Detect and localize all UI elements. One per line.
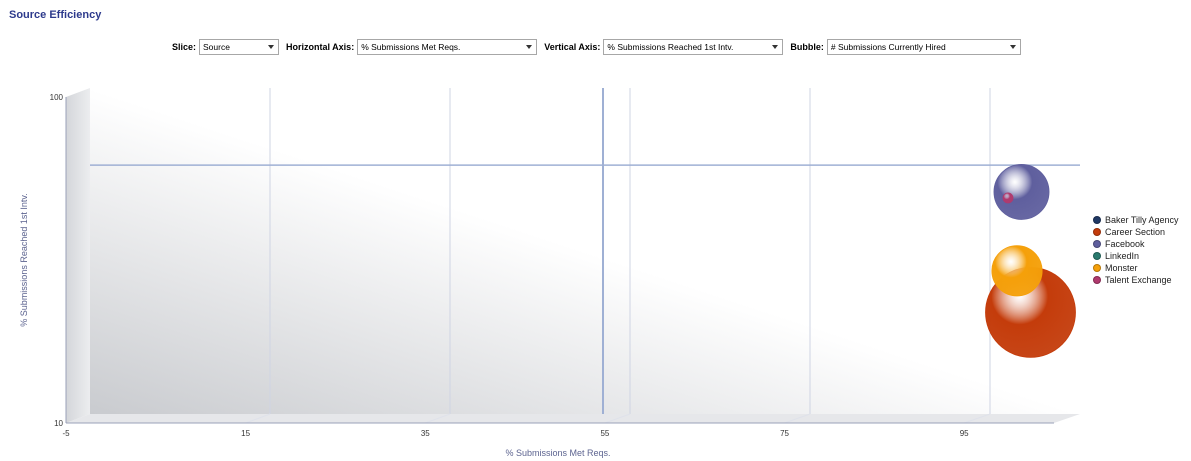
legend-swatch xyxy=(1093,264,1101,272)
y-tick-label: 100 xyxy=(50,93,64,102)
chevron-down-icon xyxy=(268,45,275,49)
legend-label: Career Section xyxy=(1105,227,1166,237)
legend-swatch xyxy=(1093,252,1101,260)
legend-label: Facebook xyxy=(1105,239,1145,249)
x-floor-grid-line xyxy=(604,413,631,424)
legend-swatch xyxy=(1093,240,1101,248)
chevron-down-icon xyxy=(526,45,533,49)
x-floor-grid-line xyxy=(245,413,271,424)
vertical-axis-select[interactable]: % Submissions Reached 1st Intv. xyxy=(603,39,784,55)
y-tick-label: 10 xyxy=(54,419,63,428)
chart-controls: Slice: Source Horizontal Axis: % Submiss… xyxy=(172,38,1028,56)
legend-swatch xyxy=(1093,276,1101,284)
bubble-facebook xyxy=(993,163,1050,220)
bubble-talent-exchange xyxy=(1002,192,1014,204)
x-axis-label: % Submissions Met Reqs. xyxy=(505,448,610,458)
x-tick-label: 95 xyxy=(960,429,969,438)
slice-label: Slice: xyxy=(172,42,197,52)
legend-item[interactable]: Baker Tilly Agency xyxy=(1093,214,1179,226)
horizontal-axis-select[interactable]: % Submissions Met Reqs. xyxy=(357,39,538,55)
bubble-monster xyxy=(991,245,1043,297)
slice-select-value: Source xyxy=(203,42,230,52)
legend-swatch xyxy=(1093,216,1101,224)
y-axis-label: % Submissions Reached 1st Intv. xyxy=(19,193,29,326)
legend-item[interactable]: Talent Exchange xyxy=(1093,274,1179,286)
plot-floor xyxy=(66,414,1080,423)
x-tick-label: 55 xyxy=(600,429,609,438)
x-tick-label: 35 xyxy=(421,429,430,438)
legend-item[interactable]: Career Section xyxy=(1093,226,1179,238)
chevron-down-icon xyxy=(772,45,779,49)
legend: Baker Tilly Agency Career Section Facebook… xyxy=(1093,214,1179,286)
x-tick-label: -5 xyxy=(62,429,70,438)
x-tick-label: 15 xyxy=(241,429,250,438)
legend-item[interactable]: LinkedIn xyxy=(1093,250,1179,262)
plot-side-wall xyxy=(66,88,90,423)
x-floor-grid-line xyxy=(425,413,451,424)
horizontal-axis-select-value: % Submissions Met Reqs. xyxy=(361,42,461,52)
horizontal-axis-label: Horizontal Axis: xyxy=(286,42,355,52)
vertical-axis-select-value: % Submissions Reached 1st Intv. xyxy=(607,42,734,52)
legend-swatch xyxy=(1093,228,1101,236)
x-floor-grid-line xyxy=(964,413,991,424)
legend-label: Talent Exchange xyxy=(1105,275,1172,285)
vertical-axis-label: Vertical Axis: xyxy=(544,42,601,52)
plot-back-wall xyxy=(90,88,1080,414)
bubble-select[interactable]: # Submissions Currently Hired xyxy=(826,39,1021,55)
legend-label: Baker Tilly Agency xyxy=(1105,215,1179,225)
chevron-down-icon xyxy=(1009,45,1016,49)
bubble-select-value: # Submissions Currently Hired xyxy=(830,42,946,52)
legend-item[interactable]: Facebook xyxy=(1093,238,1179,250)
slice-select[interactable]: Source xyxy=(199,39,280,55)
x-tick-label: 75 xyxy=(780,429,789,438)
bubble-label: Bubble: xyxy=(790,42,824,52)
legend-label: LinkedIn xyxy=(1105,251,1140,261)
legend-label: Monster xyxy=(1105,263,1138,273)
page-title: Source Efficiency xyxy=(9,9,102,21)
legend-item[interactable]: Monster xyxy=(1093,262,1179,274)
x-floor-grid-line xyxy=(784,413,811,424)
